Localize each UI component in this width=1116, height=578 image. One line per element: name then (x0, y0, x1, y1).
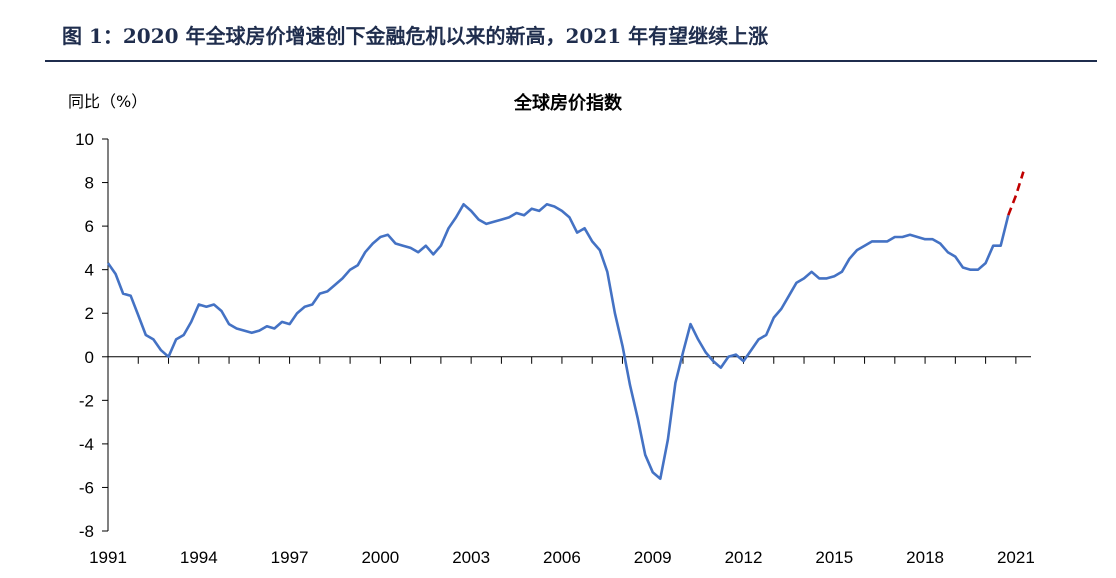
y-tick-label: 2 (85, 304, 94, 323)
y-tick-label: 4 (85, 261, 94, 280)
x-tick-label: 1997 (271, 548, 309, 567)
y-axis-label: 同比（%） (68, 92, 147, 111)
y-tick-label: -6 (79, 478, 94, 497)
axes: -8 -6 -4 -2 0 2 4 6 8 10 1991 1994 1997 2000 2003 2006 2… (75, 130, 1035, 567)
y-tick-label: -2 (79, 391, 94, 410)
x-tick-label: 2006 (543, 548, 581, 567)
y-tick-label: -4 (79, 435, 94, 454)
x-tick-label: 1991 (89, 548, 127, 567)
x-tick-label: 2015 (815, 548, 853, 567)
x-tick-label: 2009 (634, 548, 672, 567)
x-tick-label: 2021 (997, 548, 1035, 567)
chart-title: 全球房价指数 (513, 92, 623, 114)
series-layer (106, 171, 1025, 480)
y-tick-label: 0 (85, 348, 94, 367)
y-tick-label: -8 (79, 522, 94, 541)
series-line (106, 203, 1010, 480)
x-tick-label: 2000 (361, 548, 399, 567)
y-tick-label: 10 (75, 130, 94, 149)
figure-title: 图 1：2020 年全球房价增速创下金融危机以来的新高，2021 年有望继续上涨 (62, 24, 769, 48)
y-tick-label: 6 (85, 217, 94, 236)
x-tick-label: 1994 (180, 548, 218, 567)
x-tick-label: 2018 (906, 548, 944, 567)
x-tick-label: 2012 (725, 548, 763, 567)
x-tick-label: 2003 (452, 548, 490, 567)
title-rule (45, 60, 1097, 62)
forecast-series-line (1007, 171, 1025, 216)
y-tick-label: 8 (85, 174, 94, 193)
